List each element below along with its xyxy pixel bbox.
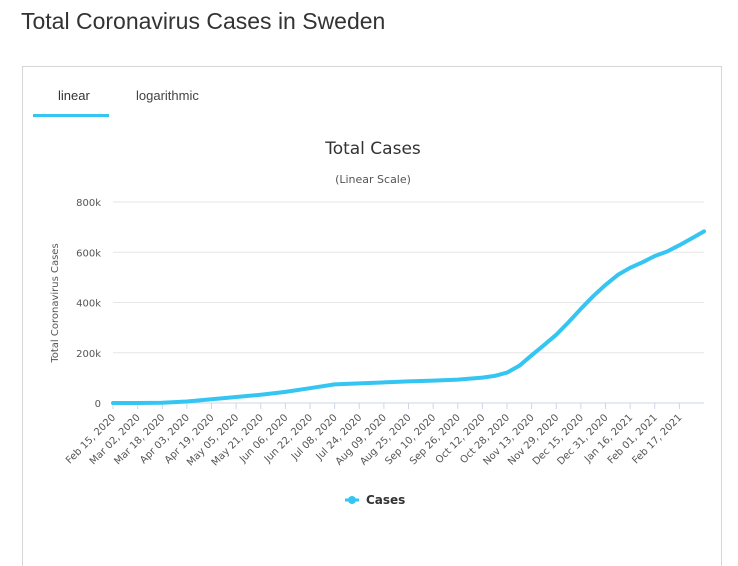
series-layer	[111, 229, 706, 405]
chart-svg: Total Cases (Linear Scale) Total Coronav…	[50, 139, 706, 507]
series-line-cases	[111, 229, 706, 405]
chart-panel: linear logarithmic Total Cases (Linear S…	[22, 66, 722, 566]
y-axis-label: Total Coronavirus Cases	[50, 243, 61, 363]
chart-subtitle: (Linear Scale)	[335, 173, 411, 186]
page-title: Total Coronavirus Cases in Sweden	[21, 8, 386, 34]
legend[interactable]: Cases	[345, 493, 405, 507]
y-tick-label: 400k	[76, 299, 101, 310]
y-tick-label: 200k	[76, 349, 101, 360]
legend-marker-swatch	[348, 496, 356, 504]
legend-label-cases: Cases	[366, 493, 405, 507]
y-tick-labels: 0 200k 400k 600k 800k	[76, 198, 101, 410]
grid-lines	[113, 201, 704, 404]
y-tick-label: 0	[95, 399, 101, 410]
tab-logarithmic[interactable]: logarithmic	[136, 88, 199, 103]
chart-title: Total Cases	[324, 139, 421, 159]
tab-linear[interactable]: linear	[58, 88, 90, 103]
y-tick-label: 600k	[76, 248, 101, 259]
y-tick-label: 800k	[76, 198, 101, 209]
active-tab-indicator	[33, 114, 109, 117]
